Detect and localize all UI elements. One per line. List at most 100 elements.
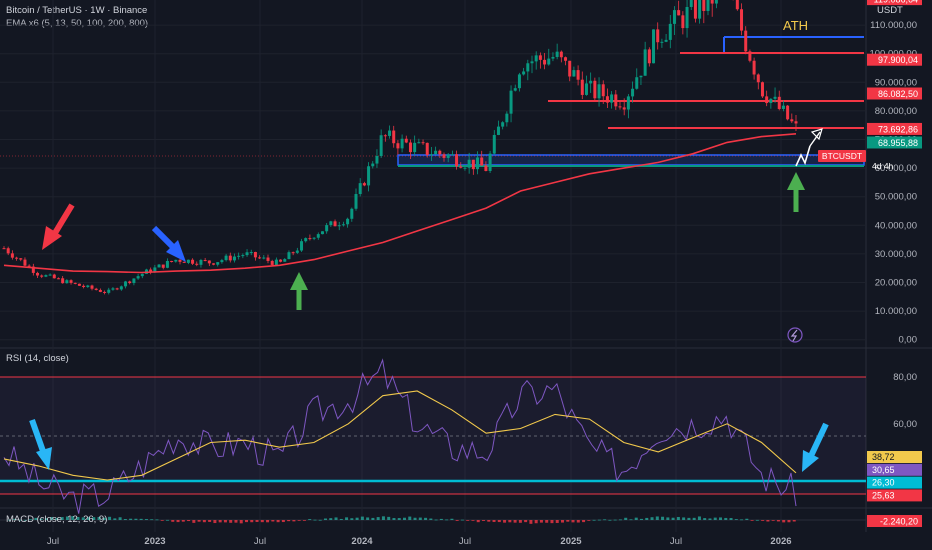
candle-body[interactable] bbox=[19, 258, 23, 260]
candle-body[interactable] bbox=[69, 280, 73, 283]
candle-body[interactable] bbox=[136, 276, 140, 279]
candle-body[interactable] bbox=[65, 280, 69, 284]
candle-body[interactable] bbox=[379, 135, 383, 157]
candle-body[interactable] bbox=[484, 165, 488, 171]
candle-body[interactable] bbox=[413, 142, 417, 153]
candle-body[interactable] bbox=[752, 60, 756, 75]
candle-body[interactable] bbox=[476, 157, 480, 170]
candle-body[interactable] bbox=[760, 82, 764, 97]
candle-body[interactable] bbox=[790, 119, 794, 122]
candle-body[interactable] bbox=[526, 63, 530, 72]
currency-label[interactable]: USDT bbox=[877, 5, 903, 16]
candle-body[interactable] bbox=[589, 80, 593, 84]
candle-body[interactable] bbox=[509, 90, 513, 114]
candle-body[interactable] bbox=[710, 0, 714, 4]
candle-body[interactable] bbox=[178, 259, 182, 262]
candle-body[interactable] bbox=[287, 252, 291, 260]
candle-body[interactable] bbox=[496, 126, 500, 135]
candle-body[interactable] bbox=[295, 250, 299, 253]
candle-body[interactable] bbox=[283, 259, 287, 262]
candle-body[interactable] bbox=[517, 74, 521, 89]
candle-body[interactable] bbox=[132, 278, 136, 284]
ema-line[interactable] bbox=[3, 133, 797, 274]
candle-body[interactable] bbox=[467, 159, 471, 168]
candle-body[interactable] bbox=[346, 218, 350, 225]
candle-body[interactable] bbox=[559, 51, 563, 58]
candle-body[interactable] bbox=[605, 96, 609, 103]
candle-body[interactable] bbox=[698, 0, 702, 19]
candle-body[interactable] bbox=[212, 263, 216, 265]
candle-body[interactable] bbox=[140, 273, 144, 277]
candle-body[interactable] bbox=[186, 259, 190, 263]
symbol-badge[interactable] bbox=[818, 150, 866, 162]
candle-body[interactable] bbox=[471, 159, 475, 170]
candle-body[interactable] bbox=[375, 156, 379, 164]
candle-body[interactable] bbox=[253, 251, 257, 258]
candle-body[interactable] bbox=[643, 49, 647, 76]
candle-body[interactable] bbox=[672, 10, 676, 24]
candle-body[interactable] bbox=[534, 55, 538, 62]
candle-body[interactable] bbox=[429, 154, 433, 156]
candle-body[interactable] bbox=[610, 94, 614, 103]
candle-body[interactable] bbox=[693, 0, 697, 19]
candle-body[interactable] bbox=[216, 262, 220, 265]
candle-body[interactable] bbox=[77, 283, 81, 286]
candle-body[interactable] bbox=[396, 143, 400, 149]
lightning-icon[interactable] bbox=[787, 327, 803, 343]
candle-body[interactable] bbox=[224, 255, 228, 261]
candle-body[interactable] bbox=[82, 285, 86, 288]
candle-body[interactable] bbox=[689, 0, 693, 7]
candle-body[interactable] bbox=[626, 96, 630, 110]
price-label-box[interactable] bbox=[867, 53, 922, 66]
ema-legend[interactable]: EMA x6 (5, 13, 50, 100, 200, 800) bbox=[6, 18, 148, 29]
candle-body[interactable] bbox=[90, 285, 94, 289]
candle-body[interactable] bbox=[442, 154, 446, 158]
candle-body[interactable] bbox=[706, 0, 710, 11]
candle-body[interactable] bbox=[417, 142, 421, 144]
candle-body[interactable] bbox=[639, 75, 643, 78]
candle-body[interactable] bbox=[631, 88, 635, 97]
candle-body[interactable] bbox=[304, 238, 308, 242]
candle-body[interactable] bbox=[119, 286, 123, 290]
candle-body[interactable] bbox=[350, 208, 354, 219]
candle-body[interactable] bbox=[647, 49, 651, 64]
candle-body[interactable] bbox=[279, 259, 283, 262]
candle-body[interactable] bbox=[702, 0, 706, 11]
candle-body[interactable] bbox=[522, 71, 526, 75]
candle-body[interactable] bbox=[237, 255, 241, 257]
candle-body[interactable] bbox=[44, 275, 48, 277]
candle-body[interactable] bbox=[300, 241, 304, 251]
candle-body[interactable] bbox=[161, 264, 165, 268]
candle-body[interactable] bbox=[773, 96, 777, 99]
candle-body[interactable] bbox=[564, 57, 568, 61]
candle-body[interactable] bbox=[354, 194, 358, 209]
candle-body[interactable] bbox=[2, 248, 6, 250]
candle-body[interactable] bbox=[593, 80, 597, 99]
candle-body[interactable] bbox=[165, 260, 169, 268]
candle-body[interactable] bbox=[392, 130, 396, 144]
candle-body[interactable] bbox=[10, 253, 14, 258]
candle-body[interactable] bbox=[740, 9, 744, 31]
candle-body[interactable] bbox=[329, 221, 333, 226]
candle-body[interactable] bbox=[400, 138, 404, 149]
candle-body[interactable] bbox=[438, 150, 442, 155]
candle-body[interactable] bbox=[685, 6, 689, 29]
candle-body[interactable] bbox=[56, 278, 60, 280]
candle-body[interactable] bbox=[618, 106, 622, 108]
candle-body[interactable] bbox=[73, 282, 77, 284]
candle-body[interactable] bbox=[362, 183, 366, 186]
candle-body[interactable] bbox=[157, 264, 161, 268]
candle-body[interactable] bbox=[111, 288, 115, 290]
candle-body[interactable] bbox=[421, 142, 425, 144]
candle-body[interactable] bbox=[195, 263, 199, 265]
candle-body[interactable] bbox=[228, 255, 232, 261]
candle-body[interactable] bbox=[668, 23, 672, 40]
candle-body[interactable] bbox=[576, 70, 580, 80]
candle-body[interactable] bbox=[31, 266, 35, 273]
rsi-line[interactable] bbox=[3, 358, 797, 514]
candle-body[interactable] bbox=[86, 285, 90, 288]
candle-body[interactable] bbox=[463, 167, 467, 169]
candle-body[interactable] bbox=[337, 225, 341, 227]
candle-body[interactable] bbox=[6, 248, 10, 254]
candle-body[interactable] bbox=[258, 257, 262, 259]
